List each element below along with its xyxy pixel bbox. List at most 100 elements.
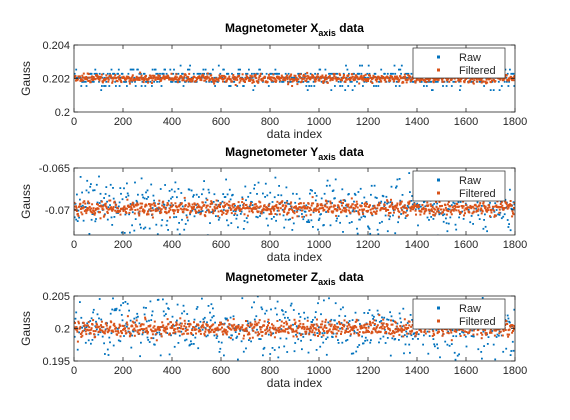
raw-point [145, 191, 147, 194]
filtered-point [375, 325, 378, 328]
filtered-point [402, 76, 405, 78]
filtered-point [119, 324, 122, 327]
filtered-point [489, 331, 491, 334]
filtered-point [249, 202, 252, 205]
filtered-point [225, 79, 228, 82]
filtered-point [277, 209, 280, 212]
raw-point [143, 197, 146, 200]
filtered-point [366, 330, 369, 333]
filtered-point [255, 205, 258, 208]
raw-point [508, 80, 510, 83]
filtered-point [259, 72, 262, 75]
filtered-point [298, 76, 301, 78]
raw-point [353, 200, 355, 203]
raw-point [451, 329, 454, 332]
filtered-point [243, 79, 246, 82]
filtered-point [381, 324, 384, 327]
filtered-point [104, 202, 107, 205]
filtered-point [238, 206, 241, 209]
raw-point [74, 335, 76, 338]
raw-point [219, 347, 222, 350]
raw-point [203, 180, 205, 182]
filtered-point [173, 212, 175, 215]
filtered-point [409, 332, 412, 335]
filtered-point [295, 335, 298, 338]
filtered-point [75, 205, 77, 208]
raw-point [506, 314, 509, 317]
raw-point [145, 198, 148, 200]
raw-point [310, 219, 313, 222]
filtered-point [110, 206, 113, 209]
filtered-point [112, 324, 115, 326]
raw-point [306, 316, 309, 319]
raw-point [234, 327, 236, 330]
raw-point [456, 329, 458, 332]
raw-point [353, 72, 355, 75]
raw-point [125, 196, 128, 198]
filtered-point [362, 79, 365, 82]
filtered-point [200, 206, 203, 209]
filtered-point [178, 323, 181, 326]
raw-point [212, 68, 214, 71]
raw-point [270, 218, 273, 220]
raw-point [75, 311, 78, 314]
filtered-point [274, 326, 277, 329]
filtered-point [323, 78, 326, 81]
filtered-point [297, 208, 300, 210]
raw-point [390, 185, 393, 188]
filtered-point [215, 329, 218, 332]
filtered-point [138, 210, 141, 213]
legend-label: Filtered [459, 316, 496, 328]
filtered-point [346, 327, 349, 330]
filtered-point [303, 205, 306, 208]
filtered-point [510, 204, 513, 207]
filtered-point [401, 329, 404, 332]
filtered-point [337, 205, 340, 208]
raw-point [363, 196, 366, 199]
filtered-point [393, 208, 396, 211]
filtered-point [412, 77, 415, 80]
raw-point [153, 80, 155, 83]
filtered-point [367, 80, 369, 82]
filtered-point [248, 207, 251, 210]
raw-point [386, 337, 389, 339]
raw-point [305, 85, 308, 87]
filtered-point [149, 75, 152, 78]
raw-point [231, 338, 234, 341]
raw-point [198, 211, 201, 214]
filtered-point [418, 80, 421, 83]
raw-point [120, 231, 123, 234]
raw-point [420, 205, 422, 208]
filtered-point [99, 217, 102, 220]
x-tick-label: 200 [114, 365, 132, 377]
raw-point [130, 346, 133, 349]
raw-point [373, 324, 376, 326]
raw-point [312, 211, 315, 214]
raw-point [363, 312, 366, 314]
filtered-point [384, 80, 387, 83]
raw-point [115, 307, 118, 310]
filtered-point [273, 336, 276, 339]
filtered-point [344, 331, 346, 334]
filtered-point [135, 204, 138, 207]
filtered-point [403, 73, 406, 76]
raw-point [133, 229, 136, 232]
filtered-point [477, 208, 480, 211]
filtered-point [345, 208, 348, 211]
raw-point [389, 354, 392, 357]
filtered-point [294, 74, 297, 77]
filtered-point [153, 325, 156, 328]
raw-point [278, 80, 281, 83]
raw-point [170, 197, 172, 200]
raw-point [469, 221, 472, 224]
filtered-point [410, 325, 413, 328]
raw-point [322, 341, 325, 344]
filtered-point [378, 326, 381, 329]
filtered-point [91, 323, 94, 326]
filtered-point [220, 323, 223, 326]
raw-point [221, 200, 224, 203]
filtered-point [392, 207, 395, 210]
raw-point [187, 68, 189, 71]
filtered-point [175, 206, 178, 209]
filtered-point [83, 324, 86, 327]
